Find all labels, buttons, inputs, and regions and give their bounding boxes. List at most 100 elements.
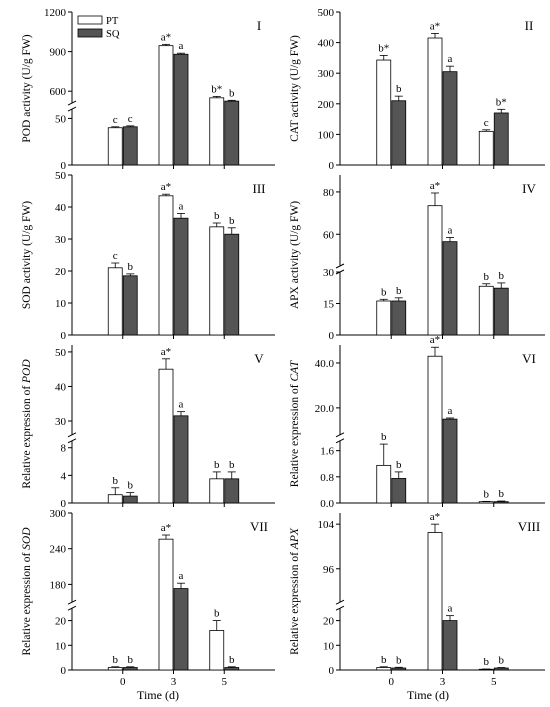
y-tick-label: 900: [50, 47, 67, 59]
y-tick-label: 50: [55, 347, 67, 359]
significance-label: a: [179, 570, 184, 582]
y-tick-label: 0: [329, 665, 335, 677]
legend-swatch-SQ: [77, 28, 103, 38]
y-axis-label: APX activity (U/g FW): [289, 201, 301, 309]
y-axis-label: Relative expression of APX: [289, 527, 301, 655]
significance-label: b: [484, 656, 490, 668]
axis-break-mark: [335, 599, 345, 605]
y-axis-label: CAT activity (U/g FW): [289, 35, 301, 142]
bar-PT: [158, 195, 174, 336]
bar-SQ: [391, 100, 407, 166]
x-axis-label-left: Time (d): [137, 688, 179, 702]
axis-break-mark: [67, 605, 77, 611]
y-tick-label: 20: [323, 616, 335, 628]
y-tick-label: 1200: [44, 7, 67, 19]
bar-PT: [427, 37, 443, 166]
significance-label: a*: [161, 522, 171, 534]
bar-SQ: [122, 495, 138, 504]
axis-break-mark: [67, 100, 77, 106]
significance-label: b: [381, 286, 387, 298]
significance-label: a: [179, 399, 184, 411]
bar-SQ: [493, 501, 509, 504]
axis-break-mark: [335, 432, 345, 438]
gene-name: POD: [21, 359, 33, 384]
significance-label: b: [229, 459, 235, 471]
bar-PT: [376, 59, 392, 166]
significance-label: b: [229, 654, 235, 666]
bar-PT: [107, 494, 123, 504]
y-tick-label: 50: [55, 113, 67, 125]
significance-label: b: [396, 83, 402, 95]
y-tick-label: 10: [55, 298, 67, 310]
panel-label: I: [257, 18, 261, 33]
axis-break-mark: [67, 432, 77, 438]
significance-label: a*: [430, 20, 440, 32]
bar-SQ: [122, 275, 138, 336]
bar-PT: [107, 127, 123, 166]
y-tick-label: 15: [323, 299, 335, 311]
y-tick-label: 0: [329, 160, 335, 172]
significance-label: b: [484, 271, 490, 283]
legend-label-PT: PT: [106, 16, 119, 27]
y-tick-label: 80: [323, 187, 335, 199]
y-tick-label: 40: [55, 381, 67, 393]
significance-label: b: [381, 654, 387, 666]
bar-SQ: [391, 667, 407, 671]
y-tick-label: 4: [61, 470, 67, 482]
x-tick-label: 3: [171, 676, 177, 688]
bar-PT: [209, 97, 225, 166]
bar-PT: [209, 630, 225, 671]
significance-label: b: [499, 270, 505, 282]
chart-panel-I: 0 50 600 900 1200 c c a* a b* b I POD activity (U/g …: [21, 7, 275, 172]
significance-label: a*: [430, 180, 440, 192]
y-axis-label: POD activity (U/g FW): [21, 34, 33, 142]
bar-PT: [158, 368, 174, 504]
y-tick-label: 0: [61, 330, 67, 342]
bar-PT: [376, 464, 392, 504]
y-tick-label: 0.0: [320, 498, 334, 510]
bar-PT: [478, 130, 494, 166]
y-tick-label: 60: [323, 229, 335, 241]
bar-SQ: [493, 112, 509, 166]
bar-PT: [427, 355, 443, 504]
bar-SQ: [122, 126, 138, 166]
bar-PT: [478, 285, 494, 336]
panel-label: V: [254, 351, 264, 366]
significance-label: a: [448, 53, 453, 65]
x-tick-label: 3: [440, 676, 446, 688]
y-tick-label: 30: [55, 234, 67, 246]
bar-PT: [209, 478, 225, 504]
significance-label: b: [214, 459, 220, 471]
significance-label: a*: [161, 181, 171, 193]
significance-label: a*: [161, 346, 171, 358]
y-tick-label: 0: [61, 160, 67, 172]
panel-label: IV: [522, 181, 536, 196]
x-axis-label-right: Time (d): [407, 688, 449, 702]
y-tick-label: 8: [61, 443, 67, 455]
axis-break-mark: [67, 599, 77, 605]
bar-PT: [158, 45, 174, 166]
significance-label: b: [484, 488, 490, 500]
y-tick-label: 20: [55, 266, 67, 278]
x-tick-label: 0: [120, 676, 126, 688]
gene-name: CAT: [289, 359, 301, 381]
y-tick-label: 0: [61, 665, 67, 677]
bar-SQ: [442, 71, 458, 166]
significance-label: b: [381, 431, 387, 443]
significance-label: a*: [430, 334, 440, 346]
panel-label: VI: [522, 351, 536, 366]
y-tick-label: 600: [50, 86, 67, 98]
y-tick-label: 400: [318, 38, 335, 50]
bar-SQ: [493, 667, 509, 671]
y-axis-label: Relative expression of CAT: [289, 359, 301, 487]
significance-label: b*: [496, 96, 507, 108]
panel-label: III: [253, 181, 266, 196]
y-tick-label: 30: [55, 416, 67, 428]
y-tick-label: 0.8: [320, 472, 334, 484]
y-tick-label: 200: [318, 99, 335, 111]
y-tick-label: 0: [61, 498, 67, 510]
y-tick-label: 104: [318, 519, 335, 531]
